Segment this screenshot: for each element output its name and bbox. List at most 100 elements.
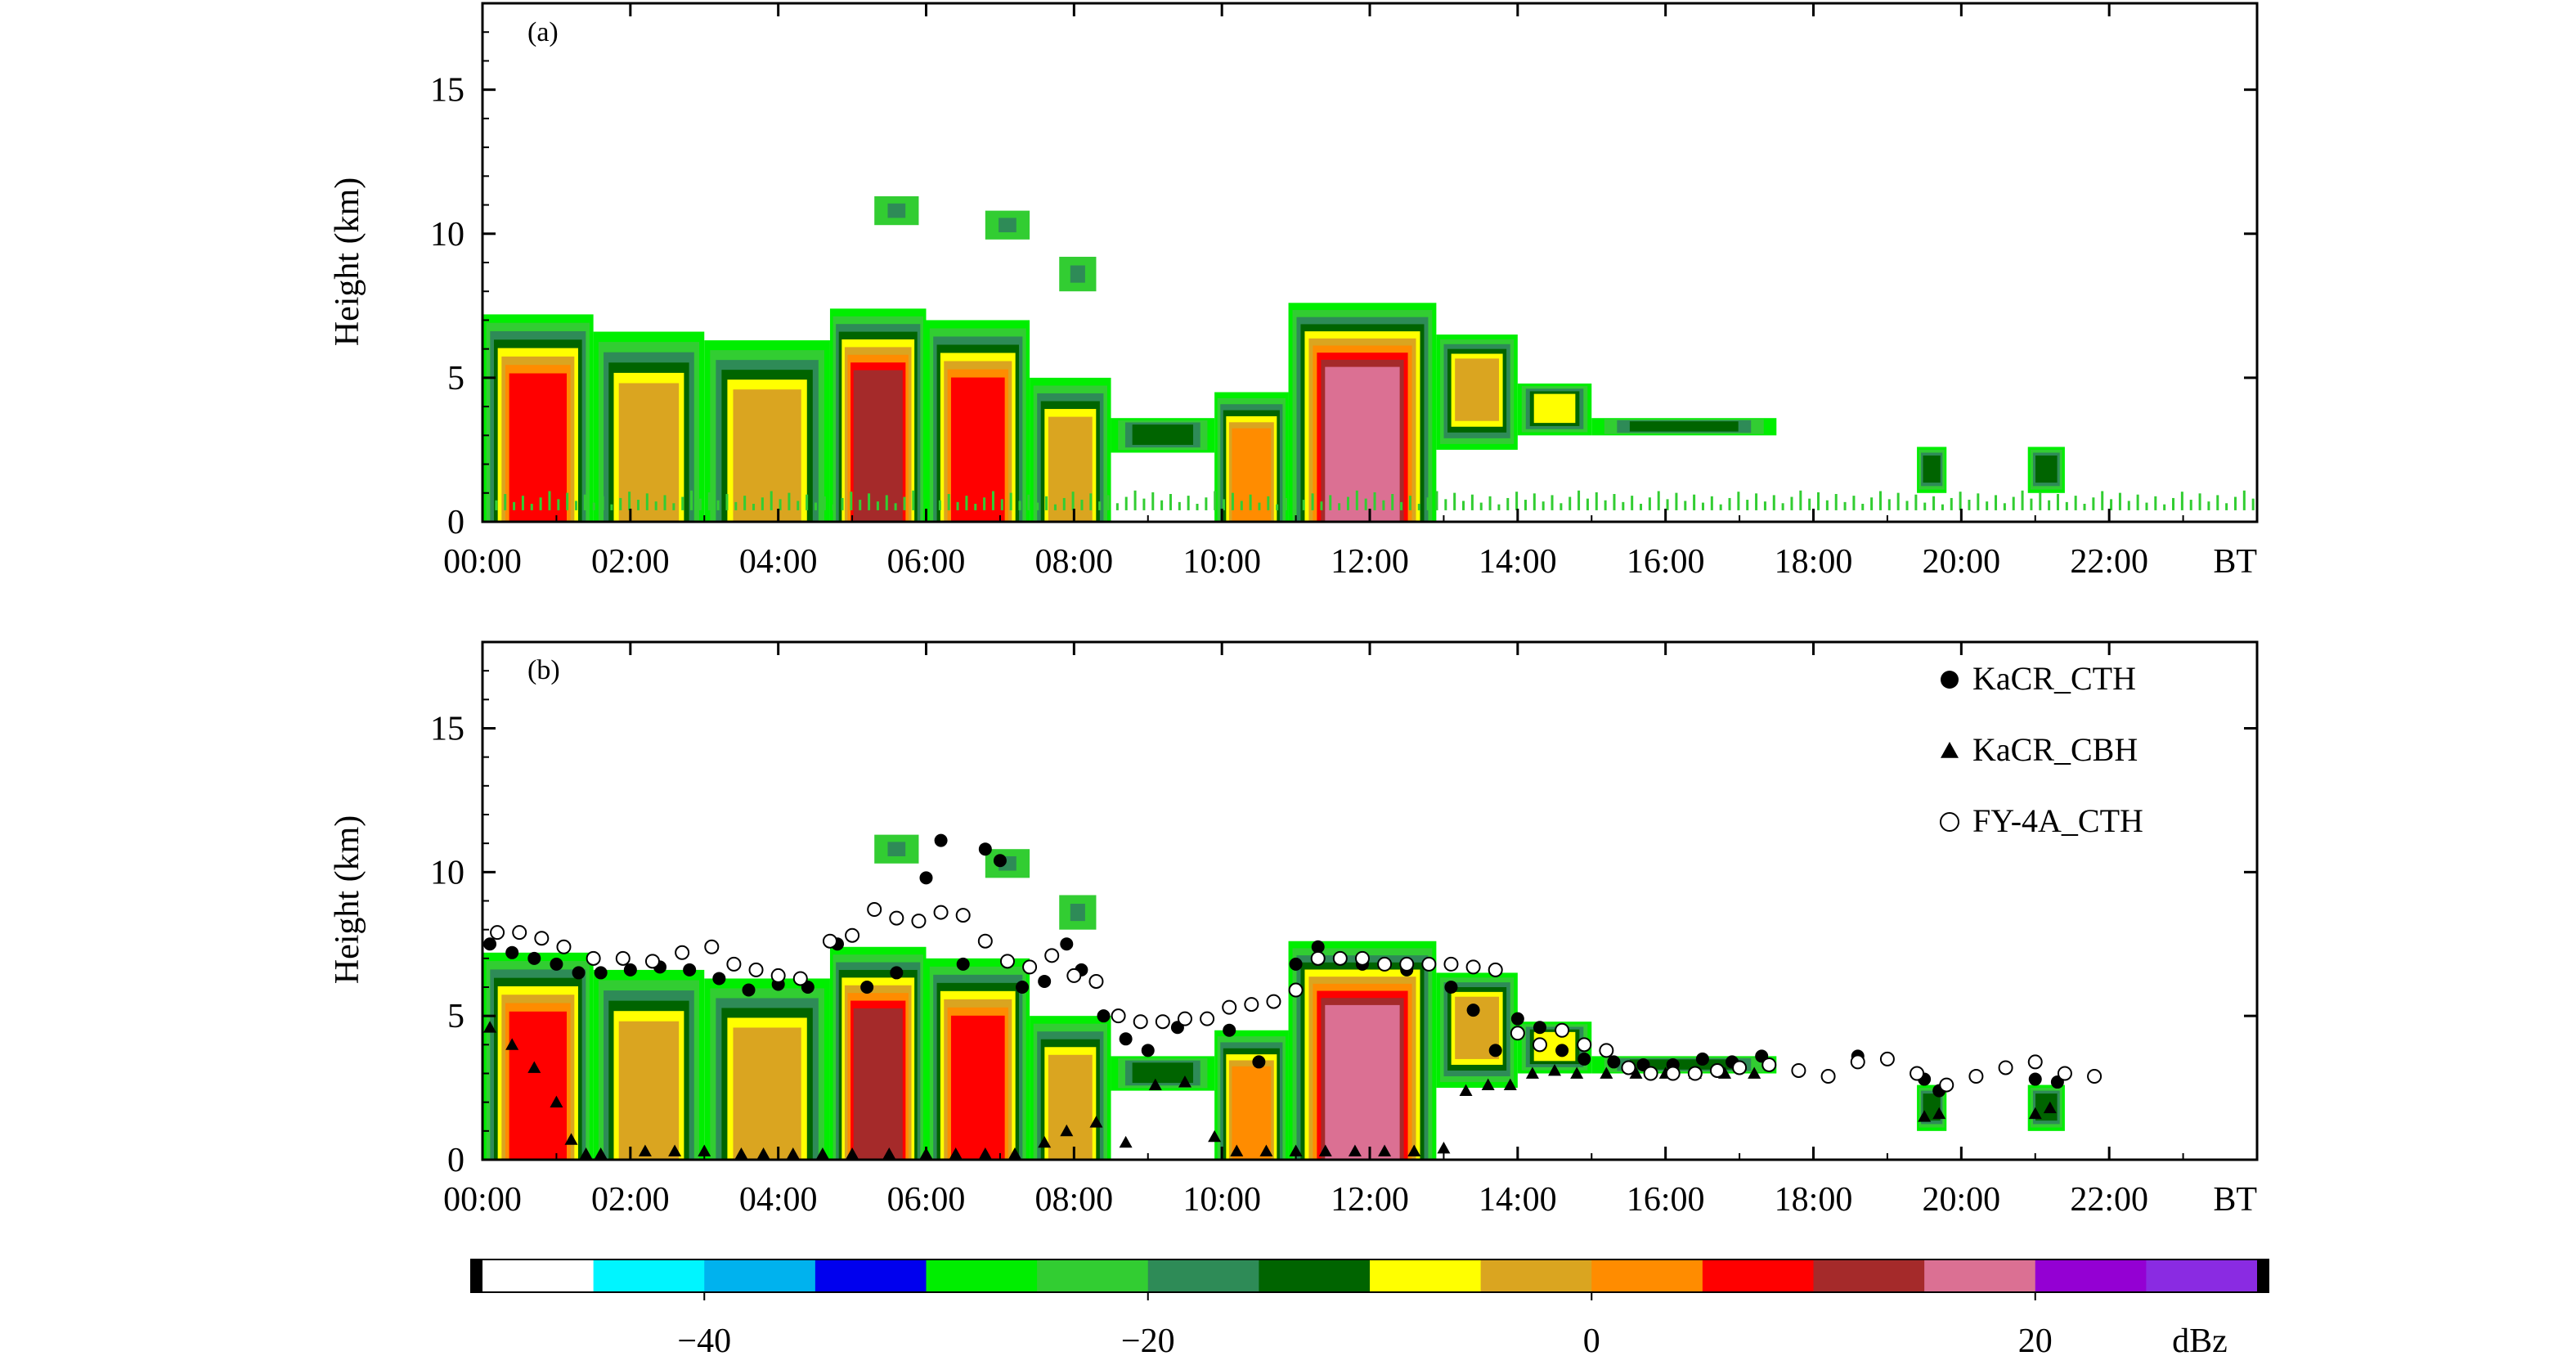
x-axis-a: 00:00 02:00 04:00 06:00 08:00 10:00 12:00 14:00… xyxy=(443,3,2257,581)
clutter-tick xyxy=(1763,501,1766,510)
clutter-tick xyxy=(1959,492,1962,510)
colorbar-tick-label: −20 xyxy=(1121,1322,1175,1360)
FY-4A_CTH-point xyxy=(999,954,1015,969)
clutter-tick xyxy=(1053,504,1057,510)
FY-4A_CTH-point xyxy=(911,914,927,929)
colorbar-over-cap xyxy=(2257,1259,2269,1292)
clutter-tick xyxy=(903,496,906,510)
FY-4A_CTH-point xyxy=(1850,1054,1865,1070)
FY-4A_CTH-point xyxy=(1791,1062,1806,1078)
clutter-tick xyxy=(1124,496,1128,510)
KaCR_CTH-point xyxy=(683,963,697,977)
KaCR_CTH-point xyxy=(1289,957,1303,971)
KaCR_CBH-point xyxy=(1348,1144,1362,1156)
clutter-tick xyxy=(1586,498,1589,510)
FY-4A_CTH-point xyxy=(1998,1060,2013,1075)
KaCR_CTH-point xyxy=(1607,1055,1621,1069)
clutter-tick xyxy=(1675,492,1678,510)
FY-4A_CTH-point xyxy=(726,956,742,972)
clutter-tick xyxy=(1329,495,1332,510)
clutter-tick xyxy=(1852,496,1856,510)
echo-segment-4-level-7 xyxy=(950,1015,1005,1160)
KaCR_CBH-point xyxy=(1600,1066,1613,1079)
FY-4A_CTH-point xyxy=(1687,1066,1703,1081)
FY-4A_CTH-point xyxy=(1266,994,1281,1009)
FY-4A_CTH-point xyxy=(1910,1066,1925,1081)
clutter-tick xyxy=(1781,503,1784,510)
KaCR_CTH-point xyxy=(483,937,497,951)
KaCR_CBH-point xyxy=(2028,1107,2042,1120)
FY-4A_CTH-point xyxy=(770,968,786,983)
KaCR_CBH-point xyxy=(978,1147,992,1160)
clutter-tick xyxy=(2056,494,2059,510)
clutter-tick xyxy=(1231,492,1234,510)
colorbar-bin xyxy=(593,1259,705,1292)
panel-label-a: (a) xyxy=(527,17,559,47)
clutter-tick xyxy=(938,500,941,510)
x-tick-label: 06:00 xyxy=(887,543,966,581)
x-tick-label: 20:00 xyxy=(1922,1181,2000,1219)
KaCR_CTH-point xyxy=(1311,940,1325,954)
FY-4A_CTH-point xyxy=(1820,1069,1836,1084)
clutter-tick xyxy=(1746,500,1749,510)
KaCR_CBH-point xyxy=(1119,1135,1133,1148)
KaCR_CBH-point xyxy=(594,1147,608,1160)
clutter-tick xyxy=(2039,492,2042,510)
KaCR_CTH-point xyxy=(572,966,586,980)
clutter-tick xyxy=(1977,493,1980,510)
echo-segment-1-level-5 xyxy=(618,383,680,522)
clutter-tick xyxy=(1435,491,1438,510)
x-tick-label: 02:00 xyxy=(591,1181,670,1219)
clutter-tick xyxy=(2180,492,2183,510)
echo-segment-11-level-3 xyxy=(1629,421,1739,432)
KaCR_CTH-point xyxy=(1060,937,1074,951)
clutter-tick xyxy=(1089,493,1093,510)
clutter-tick xyxy=(1497,504,1501,510)
clutter-tick xyxy=(974,503,977,510)
clutter-tick xyxy=(530,503,533,510)
clutter-tick xyxy=(2136,494,2139,510)
x-tick-label: 18:00 xyxy=(1775,1181,1853,1219)
KaCR_CBH-point xyxy=(1548,1063,1562,1076)
x-tick-label: 12:00 xyxy=(1331,543,1409,581)
clutter-tick xyxy=(1551,495,1554,510)
FY-4A_CTH-point xyxy=(1177,1011,1192,1026)
clutter-tick xyxy=(841,497,844,510)
y-tick-label: 5 xyxy=(447,998,464,1035)
KaCR_CTH-point xyxy=(527,951,541,965)
FY-4A_CTH-point xyxy=(1621,1060,1636,1075)
clutter-tick xyxy=(868,493,871,510)
clutter-tick xyxy=(1799,490,1802,510)
KaCR_CTH-point xyxy=(956,957,970,971)
x-tick-label: 04:00 xyxy=(739,1181,818,1219)
KaCR_CBH-point xyxy=(550,1095,563,1108)
clutter-tick xyxy=(1524,500,1527,510)
clutter-tick xyxy=(548,491,551,510)
KaCR_CBH-point xyxy=(1038,1135,1052,1148)
echo-segment-3-level-8 xyxy=(853,1008,903,1160)
FY-4A_CTH-point xyxy=(1968,1069,1984,1084)
KaCR_CTH-point xyxy=(978,842,992,856)
clutter-tick xyxy=(806,494,809,510)
KaCR_CBH-point xyxy=(882,1147,896,1160)
clutter-tick xyxy=(1071,492,1075,510)
x-tick-label: 04:00 xyxy=(739,543,818,581)
FY-4A_CTH-point xyxy=(1643,1066,1658,1081)
legend-label: KaCR_CBH xyxy=(1972,731,2138,768)
clutter-tick xyxy=(1657,491,1660,510)
echo-segment-7-level-6 xyxy=(1232,1066,1272,1160)
FY-4A_CTH-point xyxy=(1488,962,1503,977)
clutter-tick xyxy=(2118,492,2121,510)
upper-cloud-core-1 xyxy=(999,218,1016,233)
x-tick-label: 08:00 xyxy=(1034,1181,1113,1219)
KaCR_CBH-point xyxy=(638,1144,652,1156)
clutter-tick xyxy=(1133,490,1137,510)
FY-4A_CTH-point xyxy=(867,902,882,918)
colorbar-bin xyxy=(482,1259,595,1292)
KaCR_CBH-point xyxy=(1178,1075,1192,1088)
clutter-tick xyxy=(779,499,782,510)
clutter-tick xyxy=(1400,501,1403,510)
x-tick-label: 00:00 xyxy=(443,543,522,581)
KaCR_CTH-point xyxy=(1252,1055,1266,1069)
clutter-tick xyxy=(1320,501,1323,510)
